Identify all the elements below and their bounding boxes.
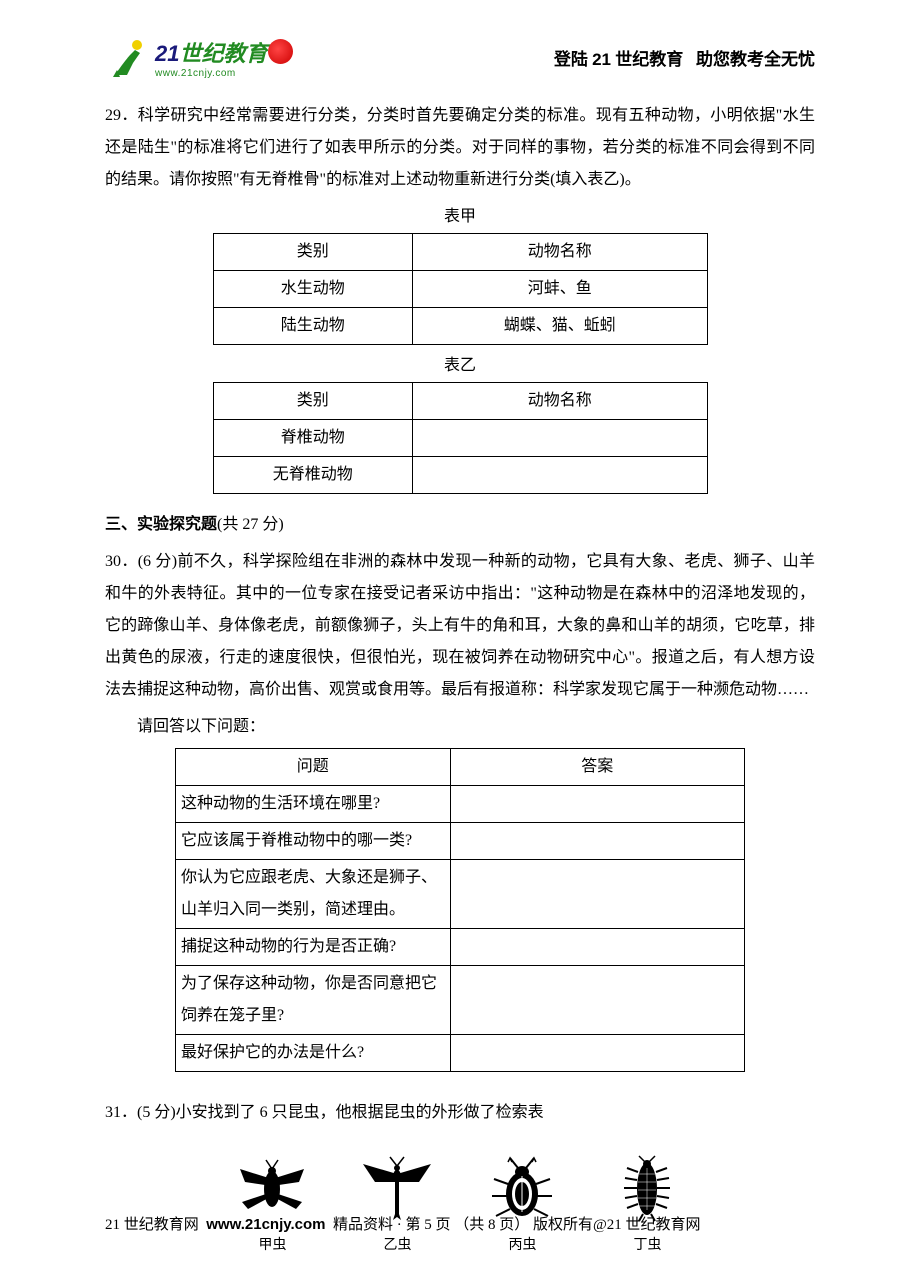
q30-answer-blank xyxy=(450,823,744,860)
table-cell-blank xyxy=(413,420,707,457)
section-3-title: 三、实验探究题(共 27 分) xyxy=(105,509,815,541)
logo-runner-icon xyxy=(105,35,150,80)
table-cell: 脊椎动物 xyxy=(213,420,413,457)
q30-table-header-2: 答案 xyxy=(450,749,744,786)
q30-answer-blank xyxy=(450,786,744,823)
q30-question-row: 最好保护它的办法是什么? xyxy=(176,1035,451,1072)
q30-answer-blank xyxy=(450,966,744,1035)
insect-a: 甲虫 xyxy=(230,1154,315,1260)
table-cell: 蝴蝶、猫、蚯蚓 xyxy=(413,308,707,345)
footer-brand: 21 世纪教育网 xyxy=(105,1217,199,1233)
logo-url: www.21cnjy.com xyxy=(155,68,293,79)
insect-b-label: 乙虫 xyxy=(384,1232,412,1260)
page-footer: 21 世纪教育网 www.21cnjy.com 精品资料 · 第 5 页 （共 … xyxy=(105,1213,815,1234)
slogan-part2: 世纪教育 xyxy=(615,50,683,69)
page-header: 21世纪教育 www.21cnjy.com 登陆 21 世纪教育 助您教考全无忧 xyxy=(105,35,815,80)
insects-figure: 甲虫 乙虫 xyxy=(105,1154,815,1260)
apple-icon xyxy=(268,39,293,64)
q30-prompt: 请回答以下问题： xyxy=(105,711,815,743)
table-cell-blank xyxy=(413,457,707,494)
table-b: 类别 动物名称 脊椎动物 无脊椎动物 xyxy=(213,382,708,494)
table-cell: 陆生动物 xyxy=(213,308,413,345)
table-a-header-2: 动物名称 xyxy=(413,234,707,271)
insect-d: 丁虫 xyxy=(605,1154,690,1260)
table-cell: 河蚌、鱼 xyxy=(413,271,707,308)
q30-question-row: 它应该属于脊椎动物中的哪一类? xyxy=(176,823,451,860)
document-body: 29．科学研究中经常需要进行分类，分类时首先要确定分类的标准。现有五种动物，小明… xyxy=(105,100,815,1260)
footer-url: www.21cnjy.com xyxy=(206,1216,325,1233)
q31-text: 31．(5 分)小安找到了 6 只昆虫，他根据昆虫的外形做了检索表 xyxy=(105,1097,815,1129)
table-a-caption: 表甲 xyxy=(105,201,815,233)
q30-question-row: 为了保存这种动物，你是否同意把它饲养在笼子里? xyxy=(176,966,451,1035)
section-3-points: (共 27 分) xyxy=(217,516,284,533)
q30-answer-blank xyxy=(450,1035,744,1072)
insect-b: 乙虫 xyxy=(355,1154,440,1260)
q30-text: 30．(6 分)前不久，科学探险组在非洲的森林中发现一种新的动物，它具有大象、老… xyxy=(105,546,815,706)
logo-text: 21世纪教育 www.21cnjy.com xyxy=(155,36,293,79)
table-cell: 水生动物 xyxy=(213,271,413,308)
logo-number: 21 xyxy=(155,41,179,66)
q30-answer-blank xyxy=(450,860,744,929)
section-3-bold: 三、实验探究题 xyxy=(105,516,217,533)
slogan-part1: 登陆 xyxy=(554,50,588,69)
q30-table-header-1: 问题 xyxy=(176,749,451,786)
q30-table: 问题 答案 这种动物的生活环境在哪里? 它应该属于脊椎动物中的哪一类? 你认为它… xyxy=(175,748,745,1072)
q30-question-row: 这种动物的生活环境在哪里? xyxy=(176,786,451,823)
slogan-num: 21 xyxy=(592,50,611,69)
q30-question-row: 你认为它应跟老虎、大象还是狮子、山羊归入同一类别，简述理由。 xyxy=(176,860,451,929)
table-a-header-1: 类别 xyxy=(213,234,413,271)
table-a: 类别 动物名称 水生动物 河蚌、鱼 陆生动物 蝴蝶、猫、蚯蚓 xyxy=(213,233,708,345)
table-b-header-2: 动物名称 xyxy=(413,383,707,420)
insect-a-label: 甲虫 xyxy=(259,1232,287,1260)
insect-d-label: 丁虫 xyxy=(634,1232,662,1260)
insect-c: 丙虫 xyxy=(480,1154,565,1260)
insect-c-label: 丙虫 xyxy=(509,1232,537,1260)
logo-brand-text: 世纪教育 xyxy=(179,41,267,66)
slogan-part3: 助您教考全无忧 xyxy=(696,50,815,69)
q29-text: 29．科学研究中经常需要进行分类，分类时首先要确定分类的标准。现有五种动物，小明… xyxy=(105,100,815,196)
logo: 21世纪教育 www.21cnjy.com xyxy=(105,35,293,80)
table-b-caption: 表乙 xyxy=(105,350,815,382)
header-slogan: 登陆 21 世纪教育 助您教考全无忧 xyxy=(554,45,815,70)
footer-pageinfo: 精品资料 · 第 5 页 （共 8 页） 版权所有@21 世纪教育网 xyxy=(333,1217,701,1233)
q30-answer-blank xyxy=(450,929,744,966)
table-cell: 无脊椎动物 xyxy=(213,457,413,494)
table-b-header-1: 类别 xyxy=(213,383,413,420)
q30-question-row: 捕捉这种动物的行为是否正确? xyxy=(176,929,451,966)
